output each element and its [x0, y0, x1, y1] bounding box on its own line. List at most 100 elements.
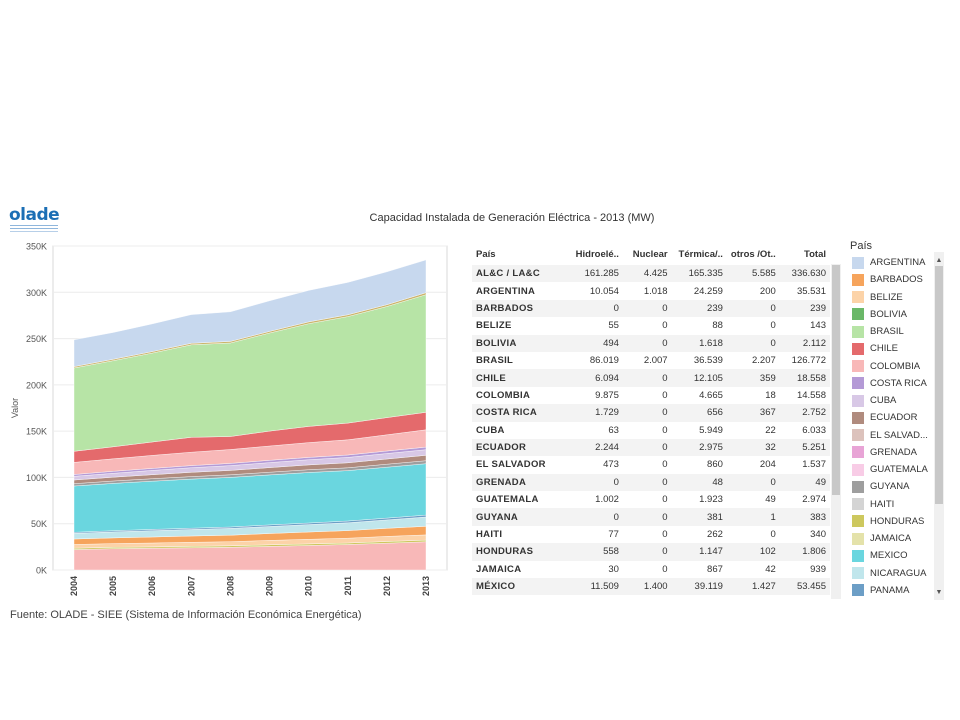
legend-item[interactable]: GRENADA — [850, 444, 934, 461]
value-cell: 4.425 — [622, 265, 672, 283]
legend-label: BRASIL — [870, 326, 904, 338]
column-header[interactable]: otros /Ot.. — [730, 249, 776, 260]
legend-swatch — [852, 360, 864, 373]
legend-item[interactable]: CHILE — [850, 340, 934, 357]
legend-item[interactable]: EL SALVAD... — [850, 427, 934, 444]
legend-item[interactable]: ECUADOR — [850, 409, 934, 426]
value-cell: 1 — [726, 508, 780, 526]
value-cell: 340 — [810, 529, 826, 541]
value-cell: 11.509 — [567, 578, 623, 596]
table-row[interactable]: HONDURAS 558 0 1.147 102 1.806 — [472, 543, 830, 561]
legend-item[interactable]: COLOMBIA — [850, 358, 934, 375]
value-cell: 383 — [779, 508, 830, 526]
column-header[interactable]: Térmica/.. — [678, 249, 723, 260]
legend-swatch — [852, 273, 864, 286]
value-cell: 0 — [662, 320, 668, 332]
stacked-area-chart[interactable]: 0K 50K 100K 150K 200K 250K 300K 350K 2004 2005 200… — [0, 236, 470, 606]
table-row[interactable]: MÉXICO 11.509 1.400 39.119 1.427 53.455 — [472, 578, 830, 596]
x-tick-label: 2006 — [147, 576, 157, 596]
value-cell: 0 — [567, 508, 623, 526]
legend-item[interactable]: JAMAICA — [850, 530, 934, 547]
legend-item[interactable]: PANAMA — [850, 582, 934, 599]
country-cell: CHILE — [472, 369, 568, 387]
chart-title: Capacidad Instalada de Generación Eléctr… — [369, 212, 655, 224]
country-cell: HONDURAS — [472, 543, 568, 561]
value-cell: 2.207 — [752, 355, 776, 367]
value-cell: 49 — [765, 494, 776, 506]
table-row[interactable]: COLOMBIA 9.875 0 4.665 18 14.558 — [472, 387, 830, 404]
y-axis-label: Valor — [10, 398, 20, 418]
legend-list: ARGENTINA BARBADOS BELIZE BOLIVIA BRASIL CHIL… — [850, 254, 934, 600]
legend-item[interactable]: NICARAGUA — [850, 565, 934, 582]
table-row[interactable]: CHILE 6.094 0 12.105 359 18.558 — [472, 369, 830, 387]
legend-item[interactable]: ARGENTINA — [850, 254, 934, 271]
legend-label: GRENADA — [870, 446, 917, 458]
data-table[interactable]: País Hidroelé.. Nuclear Térmica/.. otros /Ot… — [472, 244, 842, 600]
legend-item[interactable]: GUATEMALA — [850, 461, 934, 478]
value-cell: 381 — [671, 508, 727, 526]
legend-item[interactable]: MEXICO — [850, 547, 934, 564]
table-row[interactable]: COSTA RICA 1.729 0 656 367 2.752 — [472, 404, 830, 422]
table-row[interactable]: BOLIVIA 494 0 1.618 0 2.112 — [472, 334, 830, 352]
table-row[interactable]: BARBADOS 0 0 239 0 239 — [472, 299, 830, 318]
table-row[interactable]: HAITI 77 0 262 0 340 — [472, 526, 830, 543]
table-row[interactable]: GRENADA 0 0 48 0 49 — [472, 473, 830, 492]
legend-item[interactable]: COSTA RICA — [850, 375, 934, 392]
country-cell: BRASIL — [476, 355, 514, 367]
scroll-down-arrow-icon[interactable]: ▼ — [935, 589, 943, 596]
table-header-row: País Hidroelé.. Nuclear Térmica/.. otros /Ot… — [472, 244, 830, 265]
value-cell: 102 — [726, 543, 780, 561]
table-row[interactable]: BELIZE 55 0 88 0 143 — [472, 317, 830, 334]
legend-item[interactable]: BRASIL — [850, 323, 934, 340]
table-row[interactable]: ARGENTINA 10.054 1.018 24.259 200 35.531 — [472, 282, 830, 299]
area-series[interactable] — [73, 259, 427, 367]
value-cell: 367 — [726, 404, 780, 422]
legend-swatch — [852, 377, 864, 390]
value-cell: 22 — [765, 424, 776, 436]
table-row[interactable]: AL&C / LA&C 161.285 4.425 165.335 5.585 336.6… — [472, 265, 830, 283]
table-row[interactable]: GUATEMALA 1.002 0 1.923 49 2.974 — [472, 491, 830, 508]
value-cell: 860 — [707, 459, 723, 471]
legend-swatch — [852, 532, 864, 545]
column-header[interactable]: Nuclear — [632, 249, 668, 260]
value-cell: 0 — [726, 473, 780, 492]
legend-scrollbar-thumb[interactable] — [935, 266, 943, 504]
value-cell: 0 — [622, 473, 672, 492]
value-cell: 2.007 — [643, 355, 668, 367]
table-row[interactable]: NICARAGUA12008683011.290 — [472, 595, 830, 600]
legend-swatch — [852, 256, 864, 269]
value-cell: 0 — [770, 529, 776, 541]
table-row[interactable]: BRASIL 86.019 2.007 36.539 2.207 126.772 — [472, 352, 830, 369]
legend-item[interactable]: BOLIVIA — [850, 306, 934, 323]
legend-item[interactable]: HONDURAS — [850, 513, 934, 530]
y-tick-label: 100K — [26, 473, 47, 483]
value-cell: 63 — [608, 424, 619, 436]
legend-label: HAITI — [870, 498, 895, 510]
table-scrollbar-thumb[interactable] — [832, 265, 840, 495]
table-row[interactable]: JAMAICA 30 0 867 42 939 — [472, 561, 830, 578]
table-row[interactable]: EL SALVADOR 473 0 860 204 1.537 — [472, 456, 830, 473]
x-tick-label: 2009 — [265, 576, 275, 596]
value-cell: 2.975 — [671, 438, 727, 457]
scroll-up-arrow-icon[interactable]: ▲ — [935, 257, 943, 264]
column-header[interactable]: Total — [804, 249, 826, 260]
table-row[interactable]: GUYANA 0 0 381 1 383 — [472, 508, 830, 526]
table-row[interactable]: ECUADOR 2.244 0 2.975 32 5.251 — [472, 438, 830, 457]
value-cell: 24.259 — [693, 285, 723, 297]
column-header[interactable]: Hidroelé.. — [575, 249, 619, 260]
legend-item[interactable]: CUBA — [850, 392, 934, 409]
logo-stripes — [10, 225, 58, 226]
table-row[interactable]: CUBA 63 0 5.949 22 6.033 — [472, 422, 830, 439]
legend-item[interactable]: GUYANA — [850, 478, 934, 495]
legend-item[interactable]: BARBADOS — [850, 271, 934, 288]
legend-label: CHILE — [870, 343, 898, 355]
legend-swatch — [852, 549, 864, 562]
legend-item[interactable]: HAITI — [850, 496, 934, 513]
legend-swatch — [852, 291, 864, 304]
legend-item[interactable]: BELIZE — [850, 289, 934, 306]
country-cell: COLOMBIA — [476, 389, 531, 401]
value-cell: 868 — [672, 595, 727, 600]
value-cell: 88 — [712, 320, 723, 332]
value-cell: 262 — [707, 529, 723, 541]
column-header[interactable]: País — [476, 249, 496, 260]
